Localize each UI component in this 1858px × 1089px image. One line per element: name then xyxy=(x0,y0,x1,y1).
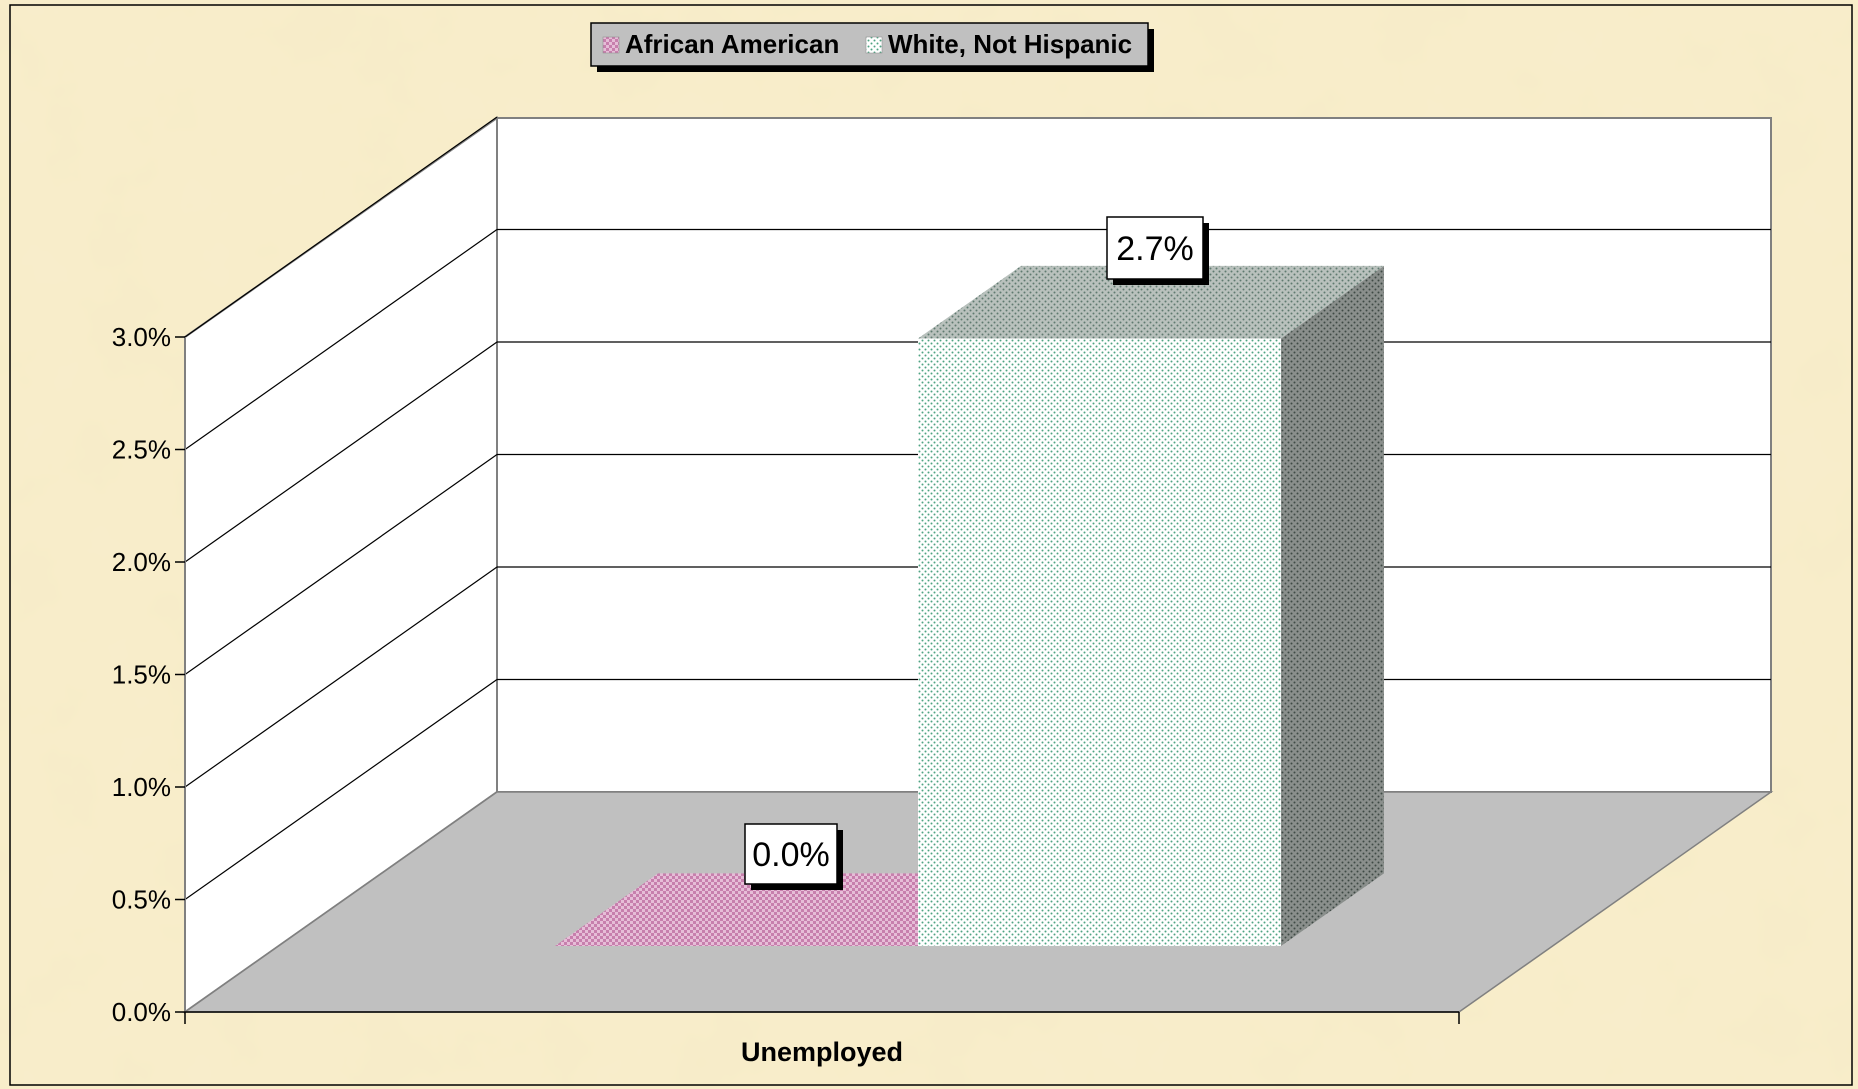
side-gridline xyxy=(184,341,498,563)
legend-swatch-african-american xyxy=(602,36,620,54)
y-tick-label: 0.5% xyxy=(112,885,171,915)
bar-white-not-hispanic xyxy=(918,265,1384,946)
y-tick-label: 0.0% xyxy=(112,997,171,1027)
y-axis: 0.0% 0.5% 1.0% 1.5% 2.0% 2.5% 3.0% xyxy=(112,322,186,1027)
data-label-box xyxy=(1106,216,1204,280)
bar-african-american xyxy=(555,873,1021,946)
y-tick-label: 2.0% xyxy=(112,547,171,577)
x-category-label: Unemployed xyxy=(741,1037,903,1067)
y-tick-label: 2.5% xyxy=(112,435,171,465)
side-gridline xyxy=(184,116,498,338)
y-tick-label: 3.0% xyxy=(112,322,171,352)
legend-label-african-american: African American xyxy=(625,29,839,59)
data-label-text: 2.7% xyxy=(1116,230,1194,268)
data-label-box xyxy=(744,823,838,885)
side-gridline xyxy=(184,679,498,900)
side-gridline xyxy=(184,566,498,788)
x-axis: Unemployed xyxy=(184,1011,1460,1067)
bar-side-white-not-hispanic xyxy=(1281,265,1384,946)
data-label-white-not-hispanic: 2.7% xyxy=(1106,216,1209,285)
y-tick-label: 1.0% xyxy=(112,772,171,802)
side-gridline xyxy=(184,229,498,450)
y-tick-label: 1.5% xyxy=(112,660,171,690)
data-label-text: 0.0% xyxy=(752,836,830,874)
data-label-african-american: 0.0% xyxy=(744,823,843,890)
legend-swatch-white-not-hispanic xyxy=(865,36,883,54)
bar-front-white-not-hispanic xyxy=(918,338,1281,946)
legend: African American White, Not Hispanic xyxy=(590,22,1154,72)
data-labels: 0.0% 2.7% xyxy=(744,216,1209,890)
bar-top-white-not-hispanic xyxy=(918,265,1384,339)
legend-label-white-not-hispanic: White, Not Hispanic xyxy=(888,29,1132,59)
side-gridline xyxy=(184,454,498,675)
chart-border xyxy=(9,4,1853,1086)
bar-top-african-american xyxy=(555,873,1021,946)
bars xyxy=(555,265,1384,946)
